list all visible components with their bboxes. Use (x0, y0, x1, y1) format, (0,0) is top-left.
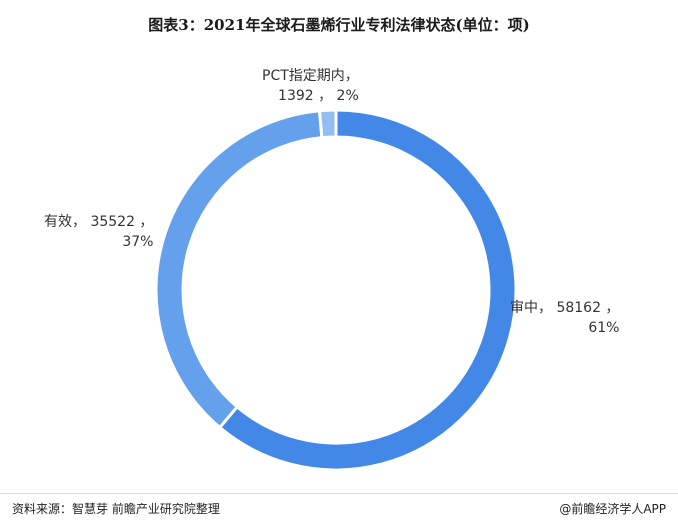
label-pending-line2: 61% (588, 320, 620, 336)
slice-valid (154, 109, 324, 430)
slice-pct (317, 108, 338, 140)
label-pct: PCT指定期内， 1392 ， 2% (262, 66, 359, 106)
brand-text: @前瞻经济学人APP (559, 502, 666, 516)
label-valid-line2: 37% (122, 234, 154, 250)
label-pending-line1: 审中， 58162 ， (510, 300, 620, 316)
donut-chart (154, 108, 518, 472)
chart-title: 图表3：2021年全球石墨烯行业专利法律状态(单位：项) (148, 16, 530, 34)
label-pct-line2: 1392 ， 2% (278, 88, 359, 104)
source-text: 资料来源：智慧芽 前瞻产业研究院整理 (12, 502, 220, 516)
slice-pending (217, 108, 518, 472)
label-valid: 有效， 35522 ， 37% (44, 212, 153, 252)
footer-divider (0, 493, 678, 494)
label-pending: 审中， 58162 ， 61% (510, 298, 619, 338)
label-valid-line1: 有效， 35522 ， (44, 214, 154, 230)
label-pct-line1: PCT指定期内， (262, 68, 359, 84)
